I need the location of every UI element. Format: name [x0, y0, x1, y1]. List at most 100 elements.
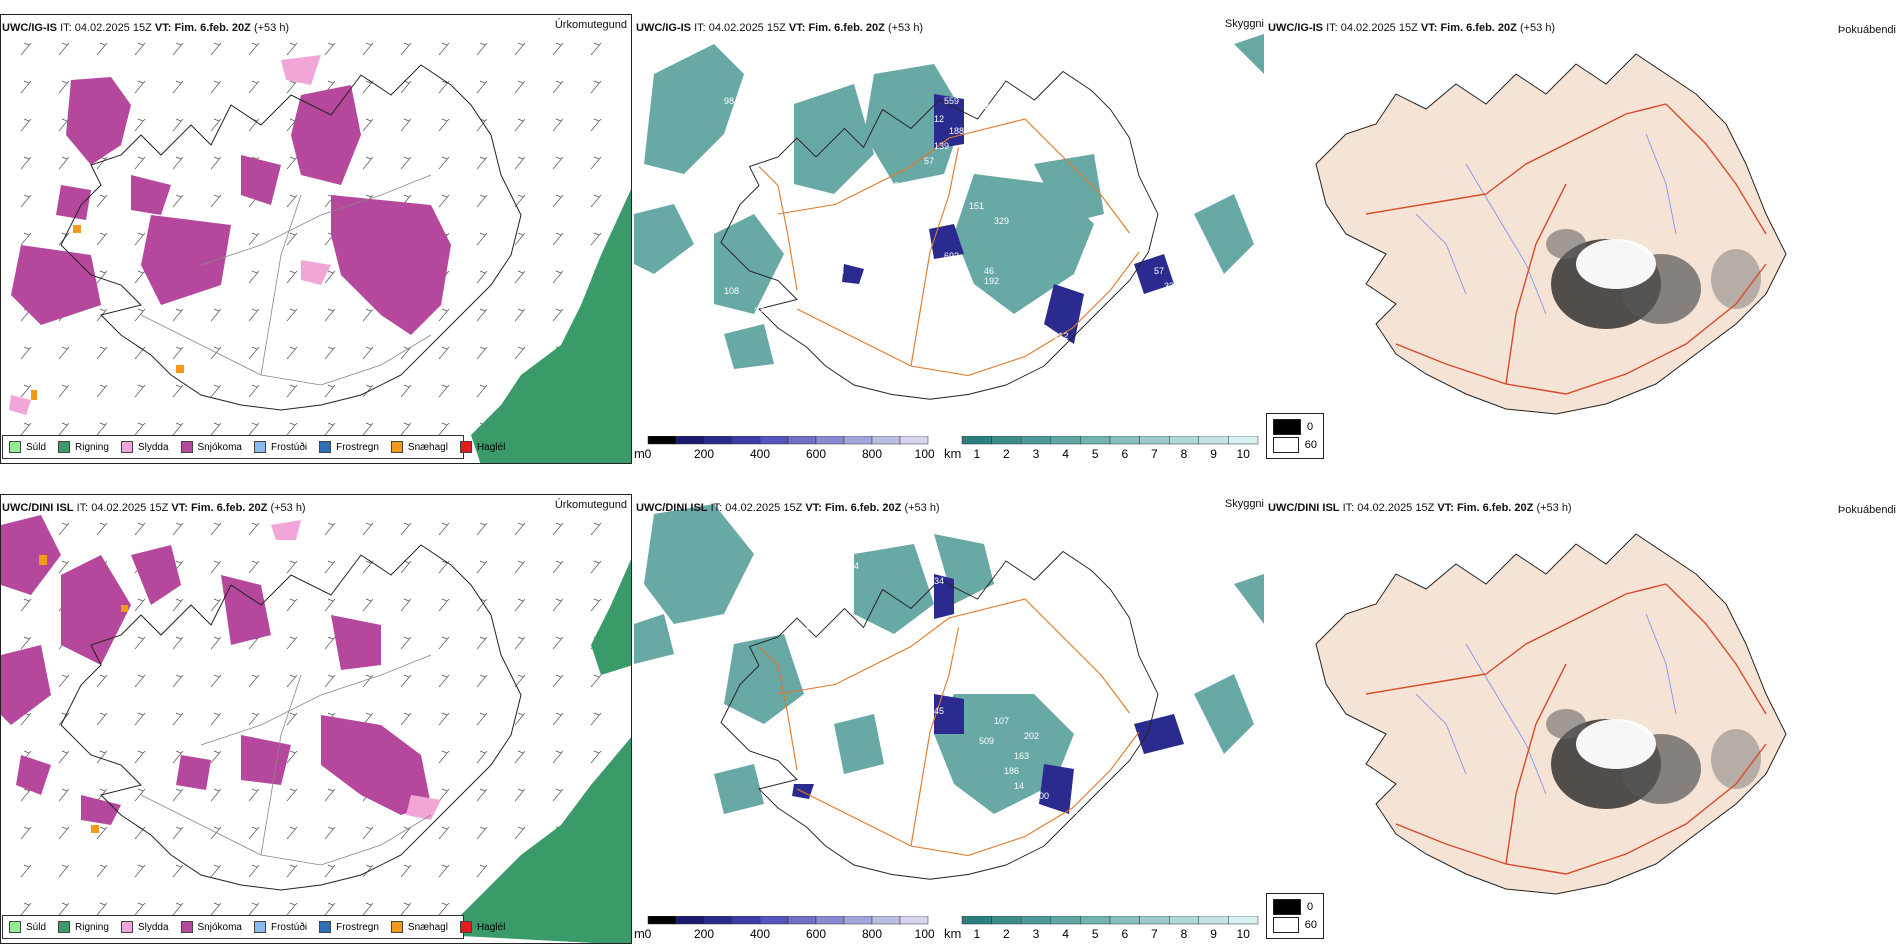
- wind-barb: [476, 826, 488, 840]
- wind-barb: [210, 522, 222, 536]
- wind-barb: [476, 712, 488, 726]
- wind-barb: [514, 636, 526, 650]
- wind-barb: [172, 42, 184, 56]
- legend-swatch: [58, 921, 71, 933]
- wind-barb: [172, 750, 184, 764]
- wind-barb: [400, 636, 412, 650]
- cloud-base-label: 150: [879, 191, 894, 201]
- wind-barb: [400, 712, 412, 726]
- wind-barb: [324, 598, 336, 612]
- wind-barb: [552, 788, 564, 802]
- colorbar-cell: [787, 915, 817, 925]
- cloud-base-scale: 0 200 400 600 800 1000: [645, 915, 942, 941]
- colorbar-tick-label: 4: [1062, 447, 1069, 461]
- wind-barb: [476, 80, 488, 94]
- wind-barb: [324, 522, 336, 536]
- wind-barb: [172, 384, 184, 398]
- wind-barb: [476, 42, 488, 56]
- legend-label: Frostregn: [336, 921, 379, 933]
- wind-barb: [96, 42, 108, 56]
- wind-barb: [210, 902, 222, 916]
- roads: [140, 174, 432, 386]
- wind-barb: [20, 156, 32, 170]
- wind-barb: [476, 232, 488, 246]
- legend-item-2: Slydda: [120, 441, 169, 453]
- wind-barb: [58, 156, 70, 170]
- wind-barb: [590, 156, 602, 170]
- colorbar-cell: [899, 915, 929, 925]
- wind-barb: [248, 788, 260, 802]
- wind-barb: [362, 422, 374, 436]
- wind-barb: [286, 42, 298, 56]
- wind-barb: [514, 194, 526, 208]
- legend-swatch: [253, 441, 266, 453]
- wind-barb: [172, 598, 184, 612]
- cloud-base-label: 187: [979, 311, 994, 321]
- wind-barb: [476, 384, 488, 398]
- legend-item-7: Haglél: [459, 441, 506, 453]
- legend-item-0: Súld: [9, 921, 46, 933]
- wind-barb: [324, 636, 336, 650]
- cloud-base-label: 63: [834, 266, 844, 276]
- wind-barb: [286, 598, 298, 612]
- wind-barb: [210, 118, 222, 132]
- model-name: UWC/IG-IS: [1268, 22, 1323, 34]
- snow-areas: [11, 77, 451, 335]
- wind-barb: [476, 346, 488, 360]
- colorbar-cell: [815, 915, 845, 925]
- wind-barb: [210, 674, 222, 688]
- cloud-base-label: 32: [1074, 811, 1084, 821]
- wind-barb: [172, 80, 184, 94]
- iceland-coastline: [60, 544, 522, 891]
- wind-barb: [324, 42, 336, 56]
- legend-item-6: Snæhagl: [390, 441, 448, 453]
- legend-label: Haglél: [476, 441, 506, 453]
- legend-label: Slydda: [137, 921, 169, 933]
- wind-barb: [362, 598, 374, 612]
- wind-barb: [476, 636, 488, 650]
- colorbar-cell: [675, 915, 705, 925]
- cloud-base-colorbar-top: m 0 200 400 600 800 1000: [634, 435, 942, 462]
- model-name: UWC/DINI ISL: [1268, 502, 1340, 514]
- wind-barb: [438, 712, 450, 726]
- wind-barb: [20, 826, 32, 840]
- precip-type-panel-top: Úrkomutegund: [0, 14, 632, 464]
- wind-barb: [362, 560, 374, 574]
- cloud-base-label: 329: [994, 216, 1009, 226]
- cloud-base-unit: m: [634, 446, 645, 461]
- vt-value: Fim. 6.feb. 20Z: [808, 22, 885, 34]
- wind-barb: [172, 156, 184, 170]
- legend-label: Frostregn: [336, 441, 379, 453]
- wind-barb: [400, 522, 412, 536]
- wind-barb: [476, 308, 488, 322]
- legend-label: Snjókoma: [197, 921, 242, 933]
- cloud-base-label: 241: [954, 296, 969, 306]
- wind-barb: [20, 346, 32, 360]
- cloud-base-label: 57: [924, 156, 934, 166]
- wind-barb: [286, 384, 298, 398]
- wind-barb: [552, 80, 564, 94]
- wind-barb: [210, 156, 222, 170]
- wind-barb: [134, 636, 146, 650]
- wind-barb: [134, 42, 146, 56]
- wind-barb: [552, 42, 564, 56]
- colorbar-tick-label: 10: [1237, 447, 1251, 461]
- sleet-areas: [9, 55, 331, 415]
- colorbar-tick-label: 8: [1181, 927, 1188, 941]
- visibility-scale: 1 2 3 4 5 6 7 8 9 10: [961, 435, 1259, 461]
- vt-label: VT:: [171, 502, 188, 514]
- panel-title-precip: Úrkomutegund: [554, 499, 627, 511]
- wind-barb: [134, 156, 146, 170]
- colorbar-cell: [843, 915, 873, 925]
- legend-swatch: [390, 921, 403, 933]
- wind-barb: [210, 422, 222, 436]
- wind-barb: [476, 560, 488, 574]
- wind-barb: [96, 674, 108, 688]
- wind-barbs: [20, 42, 602, 436]
- wind-barb: [96, 232, 108, 246]
- wind-barb: [286, 270, 298, 284]
- it-label: IT:: [1342, 502, 1355, 514]
- wind-barb: [286, 560, 298, 574]
- wind-barb: [96, 422, 108, 436]
- wind-barb: [400, 42, 412, 56]
